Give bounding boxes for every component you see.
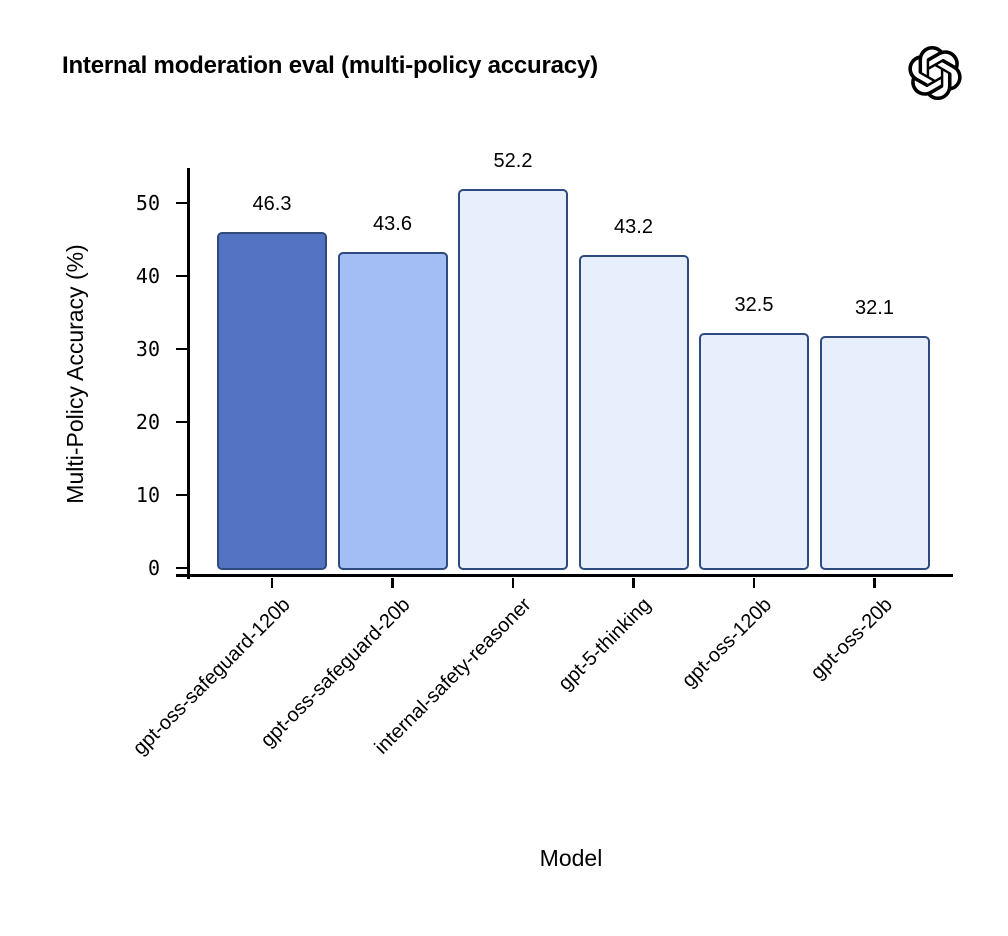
y-tick-label: 50: [135, 191, 160, 215]
y-tick-label: 10: [135, 483, 160, 507]
x-tick-mark: [511, 578, 515, 588]
y-axis-line: [187, 168, 190, 579]
x-tick-mark: [391, 578, 394, 588]
y-tick-mark: [176, 274, 188, 278]
bar-value-label: 43.2: [614, 215, 653, 238]
x-tick-mark: [873, 578, 876, 588]
bar-value-label: 32.1: [855, 296, 894, 319]
bar-value-label: 52.2: [493, 149, 533, 172]
y-tick-mark: [176, 420, 188, 424]
bar: [458, 188, 568, 570]
y-tick-mark: [176, 493, 188, 497]
y-tick-label: 0: [147, 556, 160, 580]
x-axis-line: [176, 574, 953, 577]
bar: [819, 335, 930, 570]
y-tick-label: 20: [135, 410, 160, 434]
bar: [337, 251, 448, 570]
bar: [578, 254, 689, 570]
x-axis-title: Model: [539, 845, 603, 871]
bar: [217, 232, 327, 570]
chart-title: Internal moderation eval (multi-policy a…: [62, 52, 598, 79]
x-tick-label: gpt-5-thinking: [554, 593, 656, 695]
bar-value-label: 32.5: [734, 293, 774, 316]
bar: [699, 332, 809, 570]
y-tick-mark: [176, 566, 188, 570]
bar-value-label: 43.6: [373, 212, 412, 235]
y-tick-mark: [176, 201, 188, 205]
y-tick-mark: [176, 347, 188, 351]
y-tick-label: 40: [135, 264, 160, 288]
x-tick-mark: [752, 578, 756, 588]
y-tick-label: 30: [135, 337, 160, 361]
openai-logo-icon: [908, 46, 962, 100]
x-tick-mark: [270, 578, 274, 588]
bar-value-label: 46.3: [252, 193, 292, 215]
x-tick-label: gpt-oss-20b: [806, 593, 897, 684]
x-tick-label: gpt-oss-120b: [678, 593, 777, 692]
x-tick-mark: [632, 578, 635, 588]
